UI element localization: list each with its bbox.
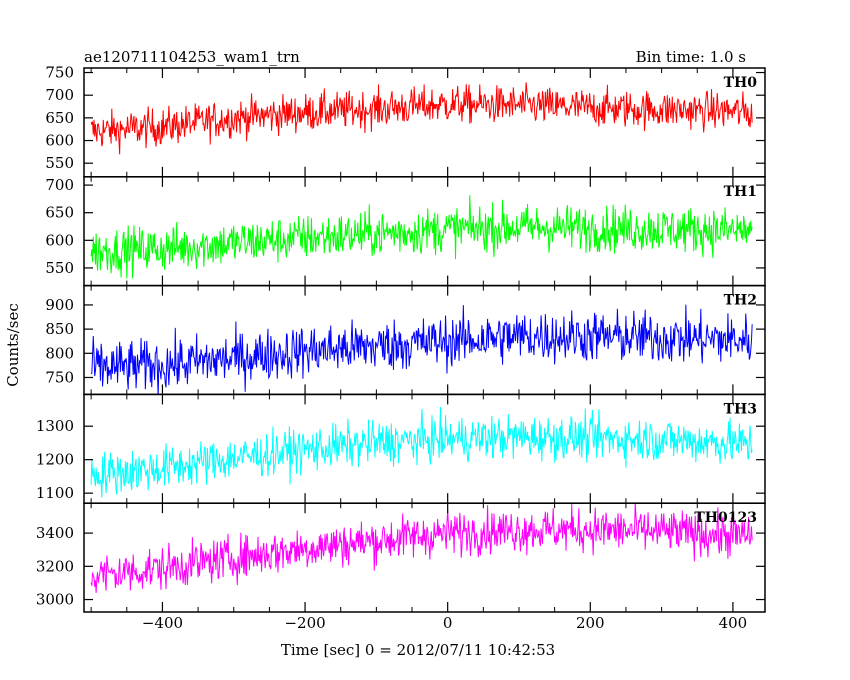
y-tick-label: 750 (45, 368, 74, 386)
bin-time-label: Bin time: 1.0 s (636, 48, 746, 66)
y-tick-label: 600 (45, 132, 74, 150)
series-line-th3 (90, 406, 753, 498)
panels: 550 600 650 700 750 TH0 550 600 650 700 TH1 750 800 8… (36, 64, 766, 613)
panel-label-th2: TH2 (724, 293, 757, 309)
x-tick-label: −200 (284, 614, 325, 632)
x-axis-label: Time [sec] 0 = 2012/07/11 10:42:53 (281, 641, 555, 659)
y-tick-label: 800 (45, 344, 74, 362)
x-tick-label: −400 (142, 614, 183, 632)
y-tick-label: 1300 (36, 417, 74, 435)
panel-th0123: 3000 3200 3400 TH0123 (36, 502, 766, 613)
panel-th2: 750 800 850 900 TH2 (45, 284, 766, 396)
y-tick-label: 3000 (36, 591, 74, 609)
y-tick-label: 750 (45, 64, 74, 82)
x-tick-label: 0 (443, 614, 453, 632)
y-tick-label: 650 (45, 204, 74, 222)
y-tick-label: 3200 (36, 557, 74, 575)
y-tick-label: 550 (45, 259, 74, 277)
y-tick-label: 3400 (36, 524, 74, 542)
y-tick-label: 1100 (36, 484, 74, 502)
y-tick-label: 600 (45, 231, 74, 249)
panel-th1: 550 600 650 700 TH1 (45, 176, 766, 287)
series-line-th1 (90, 195, 753, 279)
x-tick-label: 200 (576, 614, 605, 632)
panel-label-th0: TH0 (724, 75, 758, 91)
y-tick-label: 850 (45, 320, 74, 338)
panel-label-th3: TH3 (724, 401, 757, 417)
x-axis: −400 −200 0 200 400 (142, 614, 747, 632)
y-tick-label: 900 (45, 296, 74, 314)
panel-th3: 1100 1200 1300 TH3 (36, 393, 766, 504)
panel-label-th0123: TH0123 (694, 510, 757, 526)
series-line-th2 (90, 304, 753, 395)
series-line-th0123 (90, 503, 753, 593)
panel-frame (83, 284, 766, 396)
y-tick-label: 700 (45, 176, 74, 194)
panel-th0: 550 600 650 700 750 TH0 (45, 64, 766, 178)
panel-frame (83, 502, 766, 613)
panel-label-th1: TH1 (724, 184, 757, 200)
y-tick-label: 700 (45, 86, 74, 104)
y-axis-label: Counts/sec (4, 303, 22, 387)
plot-title: ae120711104253_wam1_trn (84, 48, 300, 66)
y-tick-label: 650 (45, 109, 74, 127)
y-tick-label: 550 (45, 154, 74, 172)
x-tick-label: 400 (719, 614, 748, 632)
series-line-th0 (90, 82, 753, 155)
y-tick-label: 1200 (36, 451, 74, 469)
